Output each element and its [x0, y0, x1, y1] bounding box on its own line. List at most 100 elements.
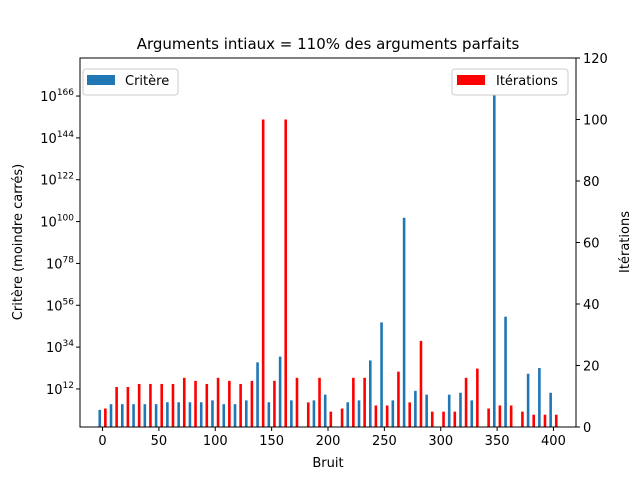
bar-criterion — [492, 78, 496, 428]
bar-iterations — [137, 383, 141, 427]
bar-iterations — [194, 380, 197, 428]
bar-criterion — [132, 404, 135, 427]
bar-iterations — [430, 411, 434, 428]
bar-iterations — [261, 119, 265, 427]
bar-iterations — [419, 340, 423, 427]
bar-iterations — [329, 411, 333, 428]
bar-iterations — [363, 377, 366, 427]
bar-iterations — [273, 380, 276, 428]
bar-criterion — [538, 368, 541, 427]
legend-label-criterion: Critère — [125, 74, 169, 89]
bar-criterion — [425, 394, 428, 427]
bar-iterations — [374, 405, 378, 427]
bar-criterion — [120, 404, 124, 427]
legend-right: Itérations — [451, 68, 569, 96]
x-tick-label: 0 — [98, 434, 106, 449]
bar-criterion — [290, 400, 293, 427]
bar-iterations — [340, 408, 344, 427]
x-tick-label: 50 — [151, 434, 168, 449]
bar-iterations — [453, 411, 457, 428]
bar-iterations — [521, 411, 524, 428]
legend-swatch-iterations — [457, 75, 485, 85]
bar-criterion — [357, 400, 361, 427]
x-axis-title: Bruit — [312, 456, 343, 471]
y2-tick-label: 120 — [583, 52, 608, 67]
x-tick-label: 100 — [203, 434, 228, 449]
x-tick-label: 250 — [372, 434, 397, 449]
x-tick-label: 150 — [259, 434, 284, 449]
bar-iterations — [554, 414, 558, 427]
bar-criterion — [368, 360, 372, 427]
iteration-bars — [104, 119, 558, 428]
bar-criterion — [222, 404, 226, 427]
bar-criterion — [278, 356, 282, 427]
bar-criterion — [267, 402, 271, 427]
bar-iterations — [104, 408, 107, 427]
bar-iterations — [284, 119, 288, 427]
bar-iterations — [171, 383, 175, 427]
bar-criterion — [346, 402, 350, 427]
bar-criterion — [549, 392, 552, 427]
legend-swatch-criterion — [87, 75, 115, 85]
bar-iterations — [228, 380, 231, 428]
bar-criterion — [380, 322, 383, 427]
bar-criterion — [199, 402, 203, 427]
bar-criterion — [211, 400, 214, 427]
x-tick-label: 400 — [541, 434, 566, 449]
bar-criterion — [244, 400, 248, 427]
bar-iterations — [126, 387, 130, 427]
bar-criterion — [526, 373, 530, 427]
criterion-bars — [98, 78, 552, 428]
y2-tick-label: 0 — [583, 421, 591, 436]
bar-iterations — [352, 377, 355, 427]
bar-iterations — [306, 402, 310, 427]
bar-iterations — [385, 405, 389, 427]
bar-criterion — [447, 394, 451, 427]
y2-tick-label: 60 — [583, 237, 600, 252]
legend-label-iterations: Itérations — [496, 74, 558, 89]
bar-iterations — [397, 371, 400, 427]
bar-iterations — [205, 383, 209, 427]
bar-criterion — [188, 402, 192, 427]
bar-criterion — [177, 402, 180, 427]
bar-iterations — [216, 377, 220, 427]
bar-iterations — [442, 411, 445, 428]
bar-criterion — [402, 217, 406, 427]
chart-title: Arguments intiaux = 110% des arguments p… — [137, 35, 520, 53]
x-tick-label: 200 — [316, 434, 341, 449]
bar-criterion — [504, 316, 507, 427]
bar-iterations — [115, 387, 118, 427]
bar-criterion — [98, 409, 102, 427]
bar-criterion — [312, 400, 316, 427]
bar-criterion — [391, 400, 395, 427]
bar-iterations — [318, 377, 321, 427]
bar-iterations — [239, 383, 242, 427]
y2-axis-title: Itérations — [618, 211, 633, 273]
bar-iterations — [498, 405, 502, 427]
bar-iterations — [160, 383, 164, 427]
bar-criterion — [414, 390, 417, 427]
bar-iterations — [250, 380, 254, 428]
bar-iterations — [408, 402, 412, 427]
bar-iterations — [182, 377, 186, 427]
bar-iterations — [509, 405, 513, 427]
y-axis-right: 0 20 40 60 80 100 120 — [576, 52, 608, 436]
y2-tick-label: 20 — [583, 360, 600, 375]
bar-iterations — [532, 414, 536, 427]
x-tick-label: 350 — [485, 434, 510, 449]
bar-criterion — [143, 404, 147, 427]
bar-criterion — [233, 404, 237, 427]
bar-iterations — [543, 414, 547, 427]
y2-tick-label: 100 — [583, 114, 608, 129]
bar-iterations — [487, 408, 490, 427]
bar-criterion — [166, 402, 169, 427]
bar-criterion — [459, 392, 462, 427]
bar-criterion — [109, 404, 113, 427]
y2-tick-label: 80 — [583, 175, 600, 190]
bar-iterations — [149, 383, 152, 427]
y-axis-title: Critère (moindre carrés) — [11, 164, 26, 320]
legend-left: Critère — [82, 68, 179, 96]
bar-iterations — [464, 377, 468, 427]
x-tick-label: 300 — [428, 434, 453, 449]
